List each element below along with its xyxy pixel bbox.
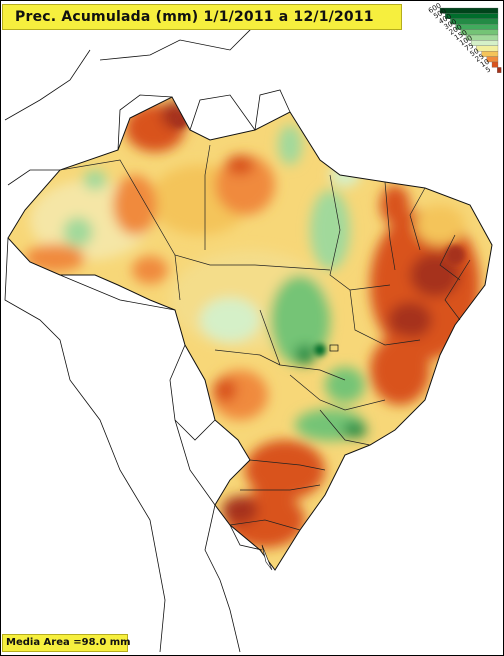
brazil-outline: [7, 96, 493, 571]
legend-swatch: [497, 67, 502, 73]
federal-district: [329, 344, 339, 352]
footer-box: Media Area =98.0 mm: [2, 634, 131, 652]
legend-swatch: [481, 51, 499, 57]
map-title: Prec. Acumulada (mm) 1/1/2011 a 12/1/201…: [15, 9, 374, 25]
area-average-label: Media Area =98.0 mm: [6, 637, 131, 648]
legend-level-label: 10: [479, 58, 491, 69]
legend-swatch: [471, 40, 499, 46]
country-boundaries: [4, 19, 291, 653]
legend-swatch: [476, 45, 499, 52]
legend-level-label: 25: [474, 52, 486, 63]
coastal-lagoon: [261, 544, 273, 571]
title-box: Prec. Acumulada (mm) 1/1/2011 a 12/1/201…: [2, 4, 402, 30]
legend-level-label: 50: [469, 47, 481, 58]
state-boundaries: [59, 144, 471, 531]
legend-level-label: 75: [463, 42, 475, 53]
legend-level-label: 5: [484, 65, 492, 74]
legend-swatch: [491, 61, 499, 68]
